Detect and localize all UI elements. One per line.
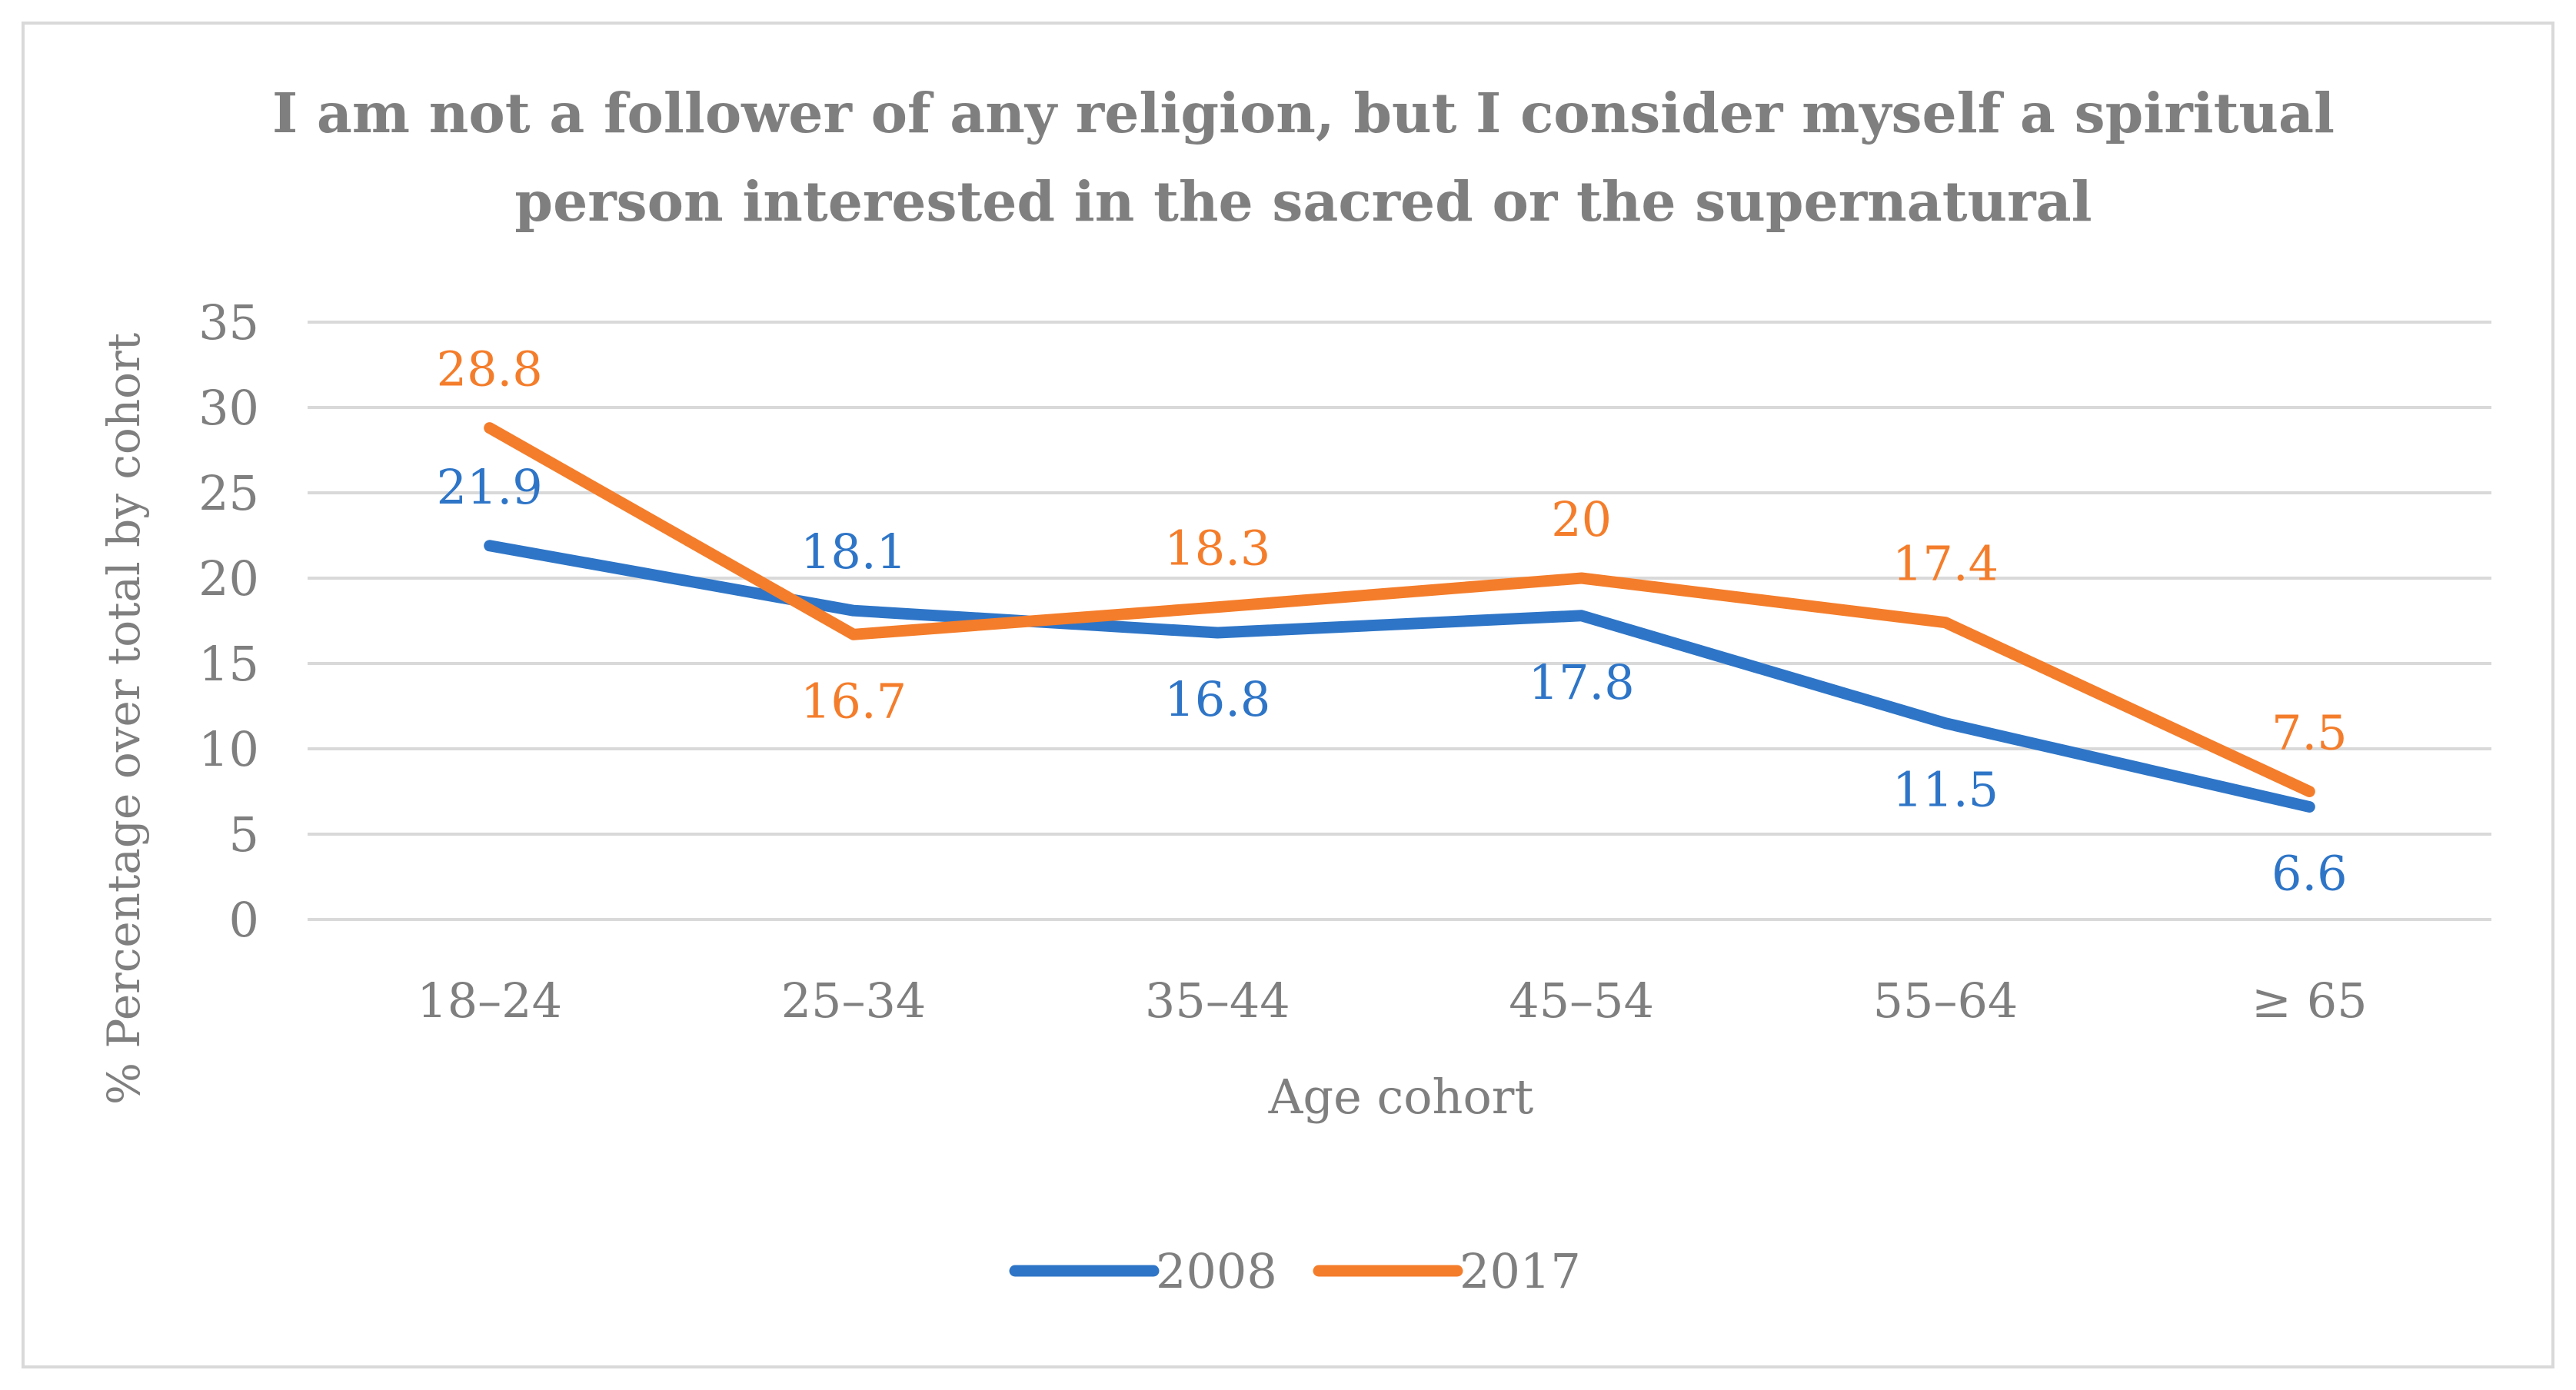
data-point-2017-3 xyxy=(1216,605,1220,609)
data-label-2017-2: 16.7 xyxy=(800,673,907,729)
data-label-2008-6: 6.6 xyxy=(2271,845,2348,901)
data-label-2008-2: 18.1 xyxy=(800,524,907,580)
data-point-2008-5 xyxy=(1944,721,1947,725)
data-point-2008-6 xyxy=(2308,805,2311,809)
data-point-2008-3 xyxy=(1216,631,1220,635)
data-point-2017-2 xyxy=(852,633,855,637)
x-tick-label-4: 45–54 xyxy=(1509,973,1654,1029)
data-label-2008-5: 11.5 xyxy=(1892,762,1999,818)
data-point-2017-1 xyxy=(488,426,491,430)
legend-label-2017: 2017 xyxy=(1459,1243,1581,1299)
data-label-2008-3: 16.8 xyxy=(1164,671,1270,727)
data-point-2008-2 xyxy=(852,609,855,613)
legend-label-2008: 2008 xyxy=(1156,1243,1277,1299)
chart-title-line-2: person interested in the sacred or the s… xyxy=(514,169,2092,234)
data-label-2008-4: 17.8 xyxy=(1529,654,1635,710)
x-tick-label-3: 35–44 xyxy=(1145,973,1290,1029)
data-point-2008-4 xyxy=(1579,614,1583,617)
x-tick-label-5: 55–64 xyxy=(1873,973,2019,1029)
series-line-2017 xyxy=(484,422,2315,797)
y-tick-label-10: 10 xyxy=(198,721,259,777)
y-tick-label-30: 30 xyxy=(198,380,259,436)
y-axis-label: % Percentage over total by cohort xyxy=(98,333,150,1105)
y-axis: 0 5 10 15 20 25 30 35 xyxy=(198,294,259,948)
x-tick-label-6: ≥ 65 xyxy=(2252,973,2368,1029)
y-tick-label-5: 5 xyxy=(229,806,259,863)
chart-border xyxy=(22,22,2554,1368)
chart-title-line-1: I am not a follower of any religion, but… xyxy=(272,81,2335,145)
x-axis-label: Age cohort xyxy=(1268,1069,1534,1125)
data-point-2017-5 xyxy=(1944,620,1947,624)
data-point-2008-1 xyxy=(488,544,491,547)
data-label-2017-4: 20 xyxy=(1551,491,1612,547)
data-label-2017-3: 18.3 xyxy=(1164,520,1270,577)
x-tick-label-2: 25–34 xyxy=(781,973,927,1029)
data-labels: 21.9 18.1 16.8 17.8 11.5 6.6 28.8 16.7 18.3 20 17.… xyxy=(437,341,2348,902)
y-tick-label-35: 35 xyxy=(198,294,259,351)
x-axis: 18–24 25–34 35–44 45–54 55–64 ≥ 65 xyxy=(417,973,2367,1029)
data-point-2017-6 xyxy=(2308,790,2311,793)
data-label-2017-5: 17.4 xyxy=(1892,536,1999,592)
x-tick-label-1: 18–24 xyxy=(417,973,562,1029)
data-label-2017-1: 28.8 xyxy=(437,341,543,397)
legend: 2008 2017 xyxy=(1009,1243,1581,1299)
y-tick-label-25: 25 xyxy=(198,465,259,521)
y-tick-label-15: 15 xyxy=(198,636,259,692)
data-label-2008-1: 21.9 xyxy=(437,459,543,515)
series-lines xyxy=(484,422,2315,813)
data-label-2017-6: 7.5 xyxy=(2271,705,2348,761)
y-tick-label-20: 20 xyxy=(198,550,259,607)
data-point-2017-4 xyxy=(1579,577,1583,580)
y-tick-label-0: 0 xyxy=(229,892,259,948)
